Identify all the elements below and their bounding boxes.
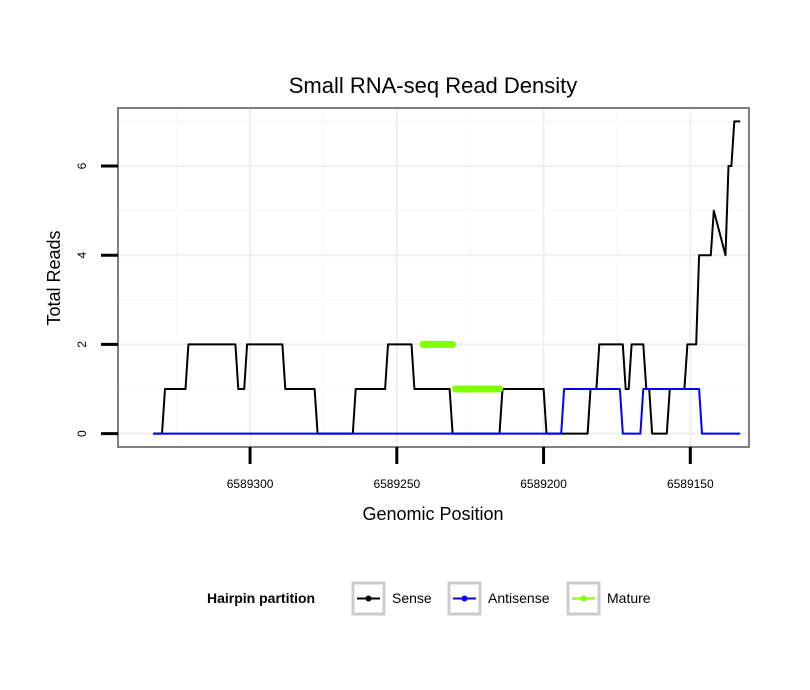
- y-tick-label: 6: [75, 162, 89, 169]
- legend-title: Hairpin partition: [207, 590, 315, 606]
- x-axis: 6589300 6589250 6589200 6589150: [227, 447, 714, 491]
- x-tick-label: 6589250: [373, 477, 420, 491]
- y-axis-title: Total Reads: [44, 230, 64, 325]
- plot-area: [117, 107, 750, 448]
- legend-item-sense: Sense: [351, 581, 432, 616]
- y-axis: 0 2 4 6: [75, 162, 118, 437]
- legend-point-sense: [365, 595, 372, 602]
- x-axis-title: Genomic Position: [362, 504, 503, 524]
- x-tick-label: 6589300: [227, 477, 274, 491]
- y-tick-label: 2: [75, 341, 89, 348]
- plot-background: [118, 108, 749, 447]
- legend-label-sense: Sense: [392, 590, 432, 606]
- series-line-antisense: [153, 388, 741, 435]
- plot-border: [117, 107, 750, 448]
- legend: Hairpin partition Sense Antisense Mature: [207, 581, 651, 616]
- x-tick-label: 6589150: [667, 477, 714, 491]
- series-layer: [153, 120, 741, 435]
- y-tick-label: 4: [75, 252, 89, 259]
- y-tick-label: 0: [75, 430, 89, 437]
- legend-item-mature: Mature: [566, 581, 651, 616]
- legend-point-mature: [580, 595, 587, 602]
- chart-title: Small RNA-seq Read Density: [289, 73, 578, 98]
- legend-label-antisense: Antisense: [488, 590, 550, 606]
- legend-label-mature: Mature: [607, 590, 651, 606]
- legend-point-antisense: [461, 595, 468, 602]
- series-line-sense: [153, 120, 741, 435]
- x-tick-label: 6589200: [520, 477, 567, 491]
- legend-item-antisense: Antisense: [447, 581, 550, 616]
